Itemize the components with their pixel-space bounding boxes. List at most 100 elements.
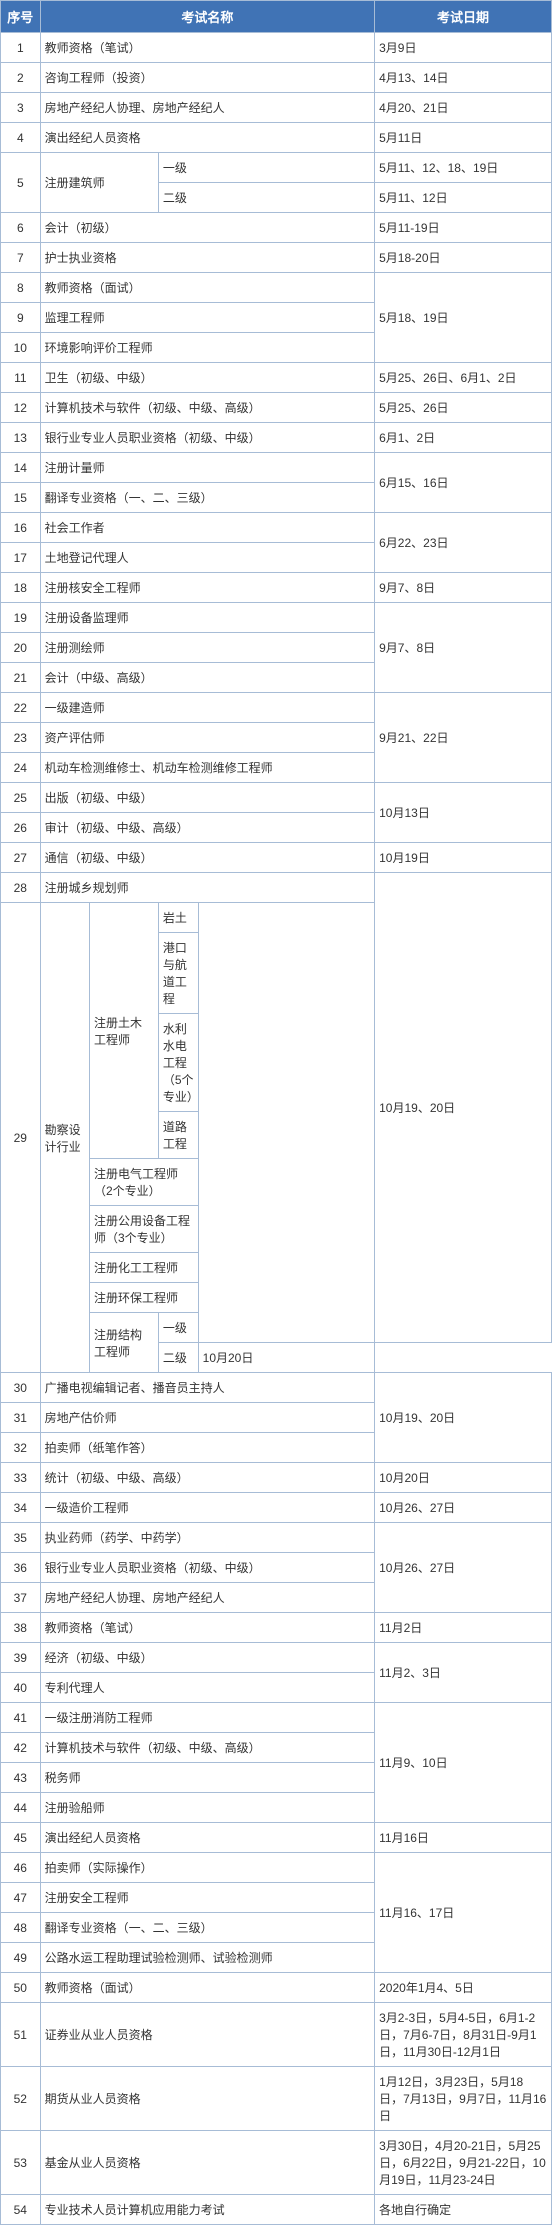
table-row: 8教师资格（面试）5月18、19日 <box>1 273 552 303</box>
cell: 10月13日 <box>375 783 552 843</box>
cell: 6月22、23日 <box>375 513 552 573</box>
cell: 54 <box>1 2195 41 2225</box>
cell: 注册验船师 <box>40 1793 375 1823</box>
cell: 6 <box>1 213 41 243</box>
cell: 一级 <box>158 1313 198 1343</box>
cell: 注册环保工程师 <box>89 1283 198 1313</box>
cell: 3月9日 <box>375 33 552 63</box>
cell: 47 <box>1 1883 41 1913</box>
cell: 10月26、27日 <box>375 1523 552 1613</box>
cell: 41 <box>1 1703 41 1733</box>
header-name: 考试名称 <box>40 1 375 33</box>
cell: 11月2日 <box>375 1613 552 1643</box>
cell: 翻译专业资格（一、二、三级） <box>40 483 375 513</box>
cell: 1 <box>1 33 41 63</box>
cell: 51 <box>1 2003 41 2067</box>
table-row: 28注册城乡规划师10月19、20日 <box>1 873 552 903</box>
table-row: 45演出经纪人员资格11月16日 <box>1 1823 552 1853</box>
table-row: 6会计（初级）5月11-19日 <box>1 213 552 243</box>
cell: 注册城乡规划师 <box>40 873 375 903</box>
cell: 43 <box>1 1763 41 1793</box>
cell: 3月30日，4月20-21日，5月25日，6月22日，9月21-22日，10月1… <box>375 2131 552 2195</box>
cell: 9 <box>1 303 41 333</box>
table-row: 11卫生（初级、中级）5月25、26日、6月1、2日 <box>1 363 552 393</box>
cell: 27 <box>1 843 41 873</box>
cell: 49 <box>1 1943 41 1973</box>
cell: 勘察设计行业 <box>40 903 89 1373</box>
cell: 注册建筑师 <box>40 153 158 213</box>
cell: 一级建造师 <box>40 693 375 723</box>
cell: 36 <box>1 1553 41 1583</box>
cell: 15 <box>1 483 41 513</box>
cell: 17 <box>1 543 41 573</box>
cell: 公路水运工程助理试验检测师、试验检测师 <box>40 1943 375 1973</box>
cell: 38 <box>1 1613 41 1643</box>
cell: 基金从业人员资格 <box>40 2131 375 2195</box>
cell: 9月7、8日 <box>375 573 552 603</box>
cell: 1月12日，3月23日，5月18日，7月13日，9月7日，11月16日 <box>375 2067 552 2131</box>
table-row: 14注册计量师6月15、16日 <box>1 453 552 483</box>
table-row: 19注册设备监理师9月7、8日 <box>1 603 552 633</box>
cell: 5月11日 <box>375 123 552 153</box>
cell: 10月19、20日 <box>375 873 552 1343</box>
cell: 14 <box>1 453 41 483</box>
cell: 银行业专业人员职业资格（初级、中级） <box>40 1553 375 1583</box>
cell: 46 <box>1 1853 41 1883</box>
table-row: 30广播电视编辑记者、播音员主持人10月19、20日 <box>1 1373 552 1403</box>
cell: 银行业专业人员职业资格（初级、中级） <box>40 423 375 453</box>
cell: 演出经纪人员资格 <box>40 123 375 153</box>
cell: 48 <box>1 1913 41 1943</box>
cell: 社会工作者 <box>40 513 375 543</box>
table-row: 34一级造价工程师10月26、27日 <box>1 1493 552 1523</box>
table-row: 46拍卖师（实际操作）11月16、17日 <box>1 1853 552 1883</box>
cell: 一级造价工程师 <box>40 1493 375 1523</box>
cell: 10月20日 <box>375 1463 552 1493</box>
cell: 4月13、14日 <box>375 63 552 93</box>
cell: 5月11、12日 <box>375 183 552 213</box>
cell: 4 <box>1 123 41 153</box>
cell: 注册安全工程师 <box>40 1883 375 1913</box>
cell: 卫生（初级、中级） <box>40 363 375 393</box>
cell: 执业药师（药学、中药学） <box>40 1523 375 1553</box>
cell: 10月19日 <box>375 843 552 873</box>
cell: 3 <box>1 93 41 123</box>
cell: 演出经纪人员资格 <box>40 1823 375 1853</box>
cell: 30 <box>1 1373 41 1403</box>
cell: 50 <box>1 1973 41 2003</box>
cell: 拍卖师（纸笔作答） <box>40 1433 375 1463</box>
table-row: 4演出经纪人员资格5月11日 <box>1 123 552 153</box>
cell: 10月26、27日 <box>375 1493 552 1523</box>
cell: 28 <box>1 873 41 903</box>
cell: 房地产估价师 <box>40 1403 375 1433</box>
table-row: 7护士执业资格5月18-20日 <box>1 243 552 273</box>
cell: 各地自行确定 <box>375 2195 552 2225</box>
header-row: 序号 考试名称 考试日期 <box>1 1 552 33</box>
cell: 道路工程 <box>158 1112 198 1159</box>
cell: 4月20、21日 <box>375 93 552 123</box>
cell: 10 <box>1 333 41 363</box>
cell: 18 <box>1 573 41 603</box>
cell: 水利水电工程（5个专业） <box>158 1014 198 1112</box>
cell: 岩土 <box>158 903 198 933</box>
cell: 5月25、26日 <box>375 393 552 423</box>
cell: 二级 <box>158 1343 198 1373</box>
cell: 31 <box>1 1403 41 1433</box>
table-row: 54专业技术人员计算机应用能力考试各地自行确定 <box>1 2195 552 2225</box>
cell: 10月20日 <box>198 1343 374 1373</box>
cell: 29 <box>1 903 41 1373</box>
table-row: 41一级注册消防工程师11月9、10日 <box>1 1703 552 1733</box>
cell: 土地登记代理人 <box>40 543 375 573</box>
cell: 5月18-20日 <box>375 243 552 273</box>
cell: 52 <box>1 2067 41 2131</box>
cell: 7 <box>1 243 41 273</box>
cell: 监理工程师 <box>40 303 375 333</box>
cell: 教师资格（笔试） <box>40 1613 375 1643</box>
cell: 护士执业资格 <box>40 243 375 273</box>
cell: 注册结构工程师 <box>89 1313 158 1373</box>
cell: 注册土木工程师 <box>89 903 158 1159</box>
cell: 2020年1月4、5日 <box>375 1973 552 2003</box>
cell: 房地产经纪人协理、房地产经纪人 <box>40 1583 375 1613</box>
cell: 10月19、20日 <box>375 1373 552 1463</box>
exam-schedule-table: 序号 考试名称 考试日期 1教师资格（笔试）3月9日2咨询工程师（投资）4月13… <box>0 0 552 2225</box>
cell: 会计（初级） <box>40 213 375 243</box>
